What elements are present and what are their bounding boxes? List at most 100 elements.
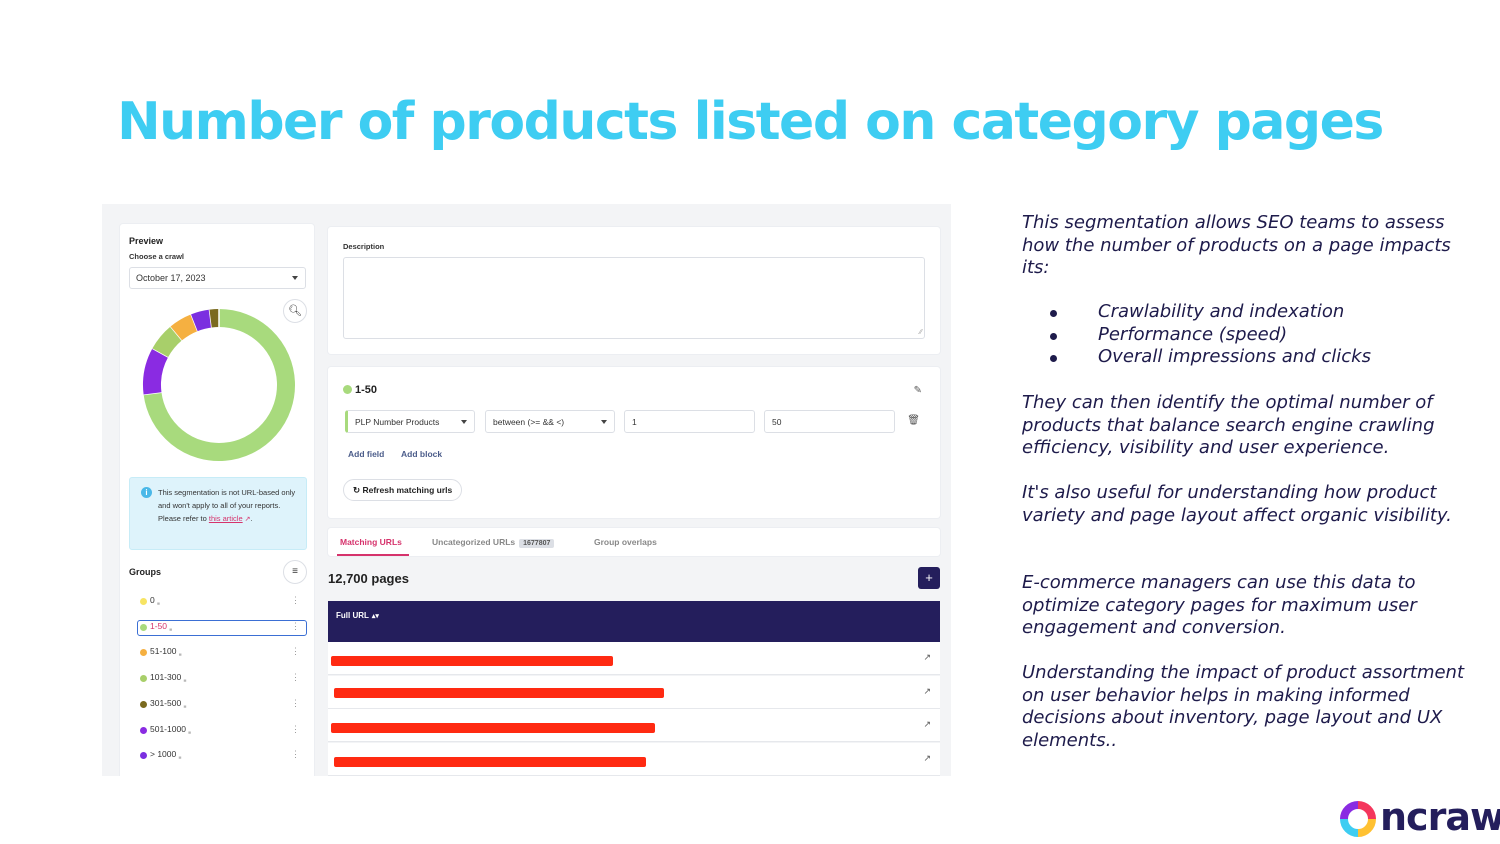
donut-slice[interactable]: [191, 309, 212, 332]
group-item[interactable]: 301-500 ≡ ⋮: [138, 698, 306, 712]
tab-uncategorized-label: Uncategorized URLs: [432, 537, 516, 547]
description-label: Description: [343, 242, 385, 251]
more-options-icon[interactable]: ⋮: [291, 723, 300, 734]
logo-ring-segment: [1357, 818, 1376, 837]
group-color-dot: [140, 752, 147, 760]
group-label: 51-100 ≡: [150, 646, 182, 660]
group-type-icon: ≡: [183, 678, 187, 685]
donut-slice[interactable]: [209, 309, 220, 328]
refresh-matching-urls-button[interactable]: ↻ Refresh matching urls: [343, 479, 463, 501]
add-group-button[interactable]: ≡: [283, 560, 307, 584]
min-value-input[interactable]: 1: [624, 410, 755, 433]
uncategorized-count-badge: 1677807: [519, 539, 555, 548]
table-header: Full URL ▴▾: [328, 601, 940, 642]
logo-text: ncrawl: [1380, 795, 1500, 839]
logo-ring-segment: [1340, 801, 1359, 820]
group-item[interactable]: 1-50 ≡ ⋮: [137, 619, 307, 636]
group-label: > 1000 ≡: [150, 749, 182, 762]
zoom-button[interactable]: 🔍︎: [283, 299, 307, 323]
external-link-icon[interactable]: ↗: [923, 652, 931, 662]
group-name: 1-50: [343, 384, 377, 396]
field-select[interactable]: PLP Number Products: [345, 410, 475, 433]
logo-ring-segment: [1357, 801, 1376, 820]
refresh-label: Refresh matching urls: [362, 485, 453, 495]
chevron-down-icon: [292, 276, 298, 280]
resize-handle-icon[interactable]: ∕∕: [919, 329, 922, 336]
crawl-select-value: October 17, 2023: [136, 273, 206, 283]
edit-icon[interactable]: ✎: [913, 385, 922, 396]
more-options-icon[interactable]: ⋮: [291, 595, 300, 605]
group-item[interactable]: 101-300 ≡ ⋮: [138, 672, 306, 686]
info-end: .: [250, 514, 253, 523]
group-item[interactable]: 0 ≡ ⋮: [138, 595, 306, 609]
column-header-label: Full URL: [336, 611, 369, 620]
group-type-icon: ≡: [178, 653, 182, 660]
tab-uncategorized-urls[interactable]: Uncategorized URLs 1677807: [432, 537, 555, 548]
paragraph-assortment: Understanding the impact of product asso…: [1022, 662, 1465, 751]
description-panel: Description ∕∕: [328, 227, 940, 354]
group-color-dot: [140, 623, 147, 631]
trash-icon[interactable]: 🗑︎: [907, 415, 920, 426]
donut-slice[interactable]: [170, 314, 198, 341]
redacted-url: [334, 756, 646, 767]
donut-slice[interactable]: [152, 326, 183, 358]
tab-group-overlaps[interactable]: Group overlaps: [594, 537, 657, 547]
donut-slice[interactable]: [143, 309, 295, 461]
add-field-button[interactable]: Add field: [348, 449, 385, 459]
group-item[interactable]: > 1000 ≡ ⋮: [138, 749, 306, 763]
description-textarea[interactable]: ∕∕: [343, 257, 925, 339]
more-options-icon[interactable]: ⋮: [291, 697, 300, 708]
benefit-item: Crawlability and indexation: [1046, 301, 1466, 324]
external-link-icon[interactable]: ↗: [923, 685, 931, 696]
more-options-icon[interactable]: ⋮: [291, 749, 300, 760]
add-column-button[interactable]: +: [918, 567, 940, 589]
group-color-dot: [140, 675, 147, 683]
max-value: 50: [772, 417, 782, 427]
group-label: 501-1000 ≡: [150, 723, 192, 737]
redacted-url: [331, 656, 613, 666]
zoom-icon: 🔍︎: [288, 305, 302, 317]
crawl-select[interactable]: October 17, 2023: [129, 267, 306, 289]
field-select-value: PLP Number Products: [355, 417, 440, 427]
group-color-dot: [140, 649, 147, 657]
operator-select[interactable]: between (>= && <): [485, 410, 615, 433]
table-row[interactable]: ↗: [328, 642, 940, 675]
group-color-dot: [140, 726, 147, 734]
donut-slice-gap: [208, 309, 213, 328]
group-item[interactable]: 51-100 ≡ ⋮: [138, 646, 306, 660]
sort-icon[interactable]: ▴▾: [371, 613, 379, 620]
paragraph-variety: It's also useful for understanding how p…: [1022, 482, 1452, 526]
table-row[interactable]: ↗: [328, 675, 940, 709]
external-link-icon[interactable]: ↗: [923, 719, 931, 729]
max-value-input[interactable]: 50: [764, 410, 895, 433]
group-type-icon: ≡: [183, 704, 187, 711]
donut-slice-gap: [152, 347, 169, 358]
table-row[interactable]: ↗: [328, 742, 940, 776]
table-row[interactable]: ↗: [328, 709, 940, 742]
add-block-button[interactable]: Add block: [401, 449, 443, 459]
benefit-item: Performance (speed): [1046, 324, 1466, 347]
group-label: 101-300 ≡: [150, 672, 187, 685]
group-item[interactable]: 501-1000 ≡ ⋮: [138, 724, 306, 738]
group-color-dot: [343, 385, 352, 394]
tab-matching-urls[interactable]: Matching URLs: [340, 537, 402, 547]
group-type-icon: ≡: [188, 730, 192, 737]
donut-slice[interactable]: [143, 348, 169, 395]
plus-icon: +: [925, 570, 933, 585]
preview-panel: Preview Choose a crawl October 17, 2023 …: [120, 224, 314, 776]
more-options-icon[interactable]: ⋮: [291, 646, 300, 657]
external-link-icon[interactable]: ↗: [923, 752, 931, 763]
paragraph-managers: E-commerce managers can use this data to…: [1022, 572, 1417, 638]
more-options-icon[interactable]: ⋮: [291, 672, 300, 683]
article-link[interactable]: this article: [208, 514, 243, 523]
external-link-icon: ↗: [242, 516, 251, 523]
refresh-icon: ↻: [353, 485, 363, 495]
benefit-list: Crawlability and indexation Performance (…: [1046, 301, 1466, 369]
column-header-full-url[interactable]: Full URL ▴▾: [336, 611, 379, 620]
group-name-text: 1-50: [355, 384, 378, 396]
more-options-icon[interactable]: ⋮: [291, 620, 300, 631]
group-rule-panel: 1-50 ✎ PLP Number Products between (>= &…: [328, 367, 940, 518]
benefit-item: Overall impressions and clicks: [1046, 346, 1466, 369]
group-label: 301-500 ≡: [150, 697, 187, 711]
segmentation-screenshot: Preview Choose a crawl October 17, 2023 …: [102, 204, 951, 776]
